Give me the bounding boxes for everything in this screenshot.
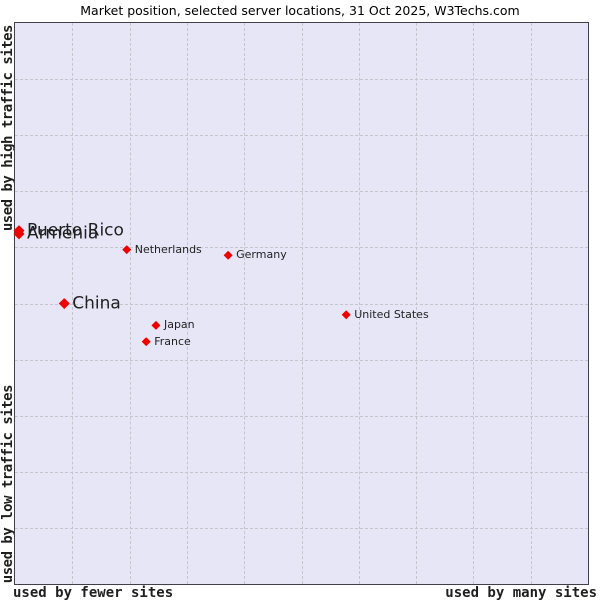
- data-point-marker-france: [141, 337, 151, 347]
- data-point-label-united-states: United States: [354, 307, 429, 321]
- data-point-label-france: France: [154, 334, 191, 348]
- data-point-marker-netherlands: [122, 245, 132, 255]
- x-axis-left-label: used by fewer sites: [13, 585, 174, 600]
- gridline-horizontal: [15, 79, 588, 81]
- gridline-horizontal: [15, 191, 588, 193]
- data-point-label-china: China: [72, 293, 121, 314]
- gridline-horizontal: [15, 359, 588, 361]
- gridline-horizontal: [15, 415, 588, 417]
- gridline-horizontal: [15, 135, 588, 137]
- data-point-marker-armenia: [13, 228, 25, 240]
- data-point-label-netherlands: Netherlands: [134, 242, 202, 256]
- data-point-marker-united-states: [341, 310, 351, 320]
- data-point-marker-germany: [223, 250, 233, 260]
- gridline-horizontal: [15, 247, 588, 249]
- data-point-label-armenia: Armenia: [27, 223, 99, 244]
- data-point-marker-china: [58, 298, 70, 309]
- x-axis-labels: used by fewer sites used by many sites: [13, 585, 597, 600]
- data-point-label-puerto-rico: Puerto Rico: [27, 220, 124, 241]
- data-point-label-germany: Germany: [236, 248, 287, 262]
- data-point-marker-japan: [151, 320, 161, 330]
- gridline-horizontal: [15, 527, 588, 529]
- gridline-horizontal: [15, 471, 588, 473]
- chart-title: Market position, selected server locatio…: [80, 3, 520, 18]
- gridline-horizontal: [15, 303, 588, 305]
- x-axis-right-label: used by many sites: [445, 585, 597, 600]
- data-point-label-japan: Japan: [163, 318, 195, 332]
- plot-area: Puerto Rico Armenia Netherlands Germany Chin…: [13, 22, 589, 585]
